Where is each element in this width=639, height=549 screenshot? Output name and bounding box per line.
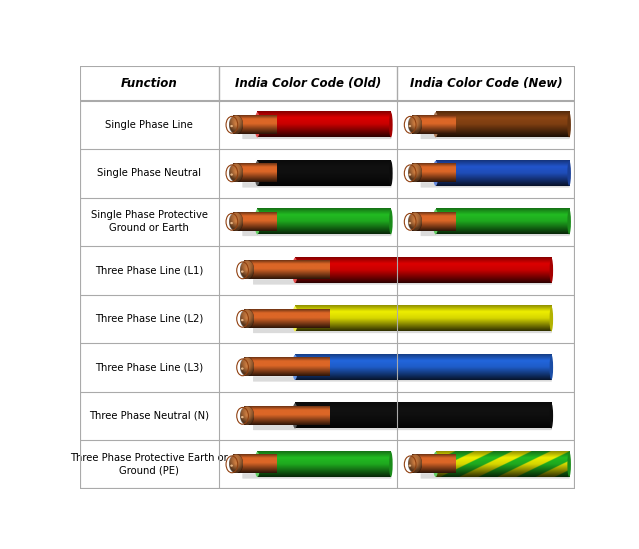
Ellipse shape: [230, 464, 233, 467]
Text: Three Phase Line (L2): Three Phase Line (L2): [95, 314, 203, 324]
FancyBboxPatch shape: [420, 473, 569, 479]
Ellipse shape: [241, 416, 243, 418]
FancyBboxPatch shape: [420, 182, 569, 188]
Ellipse shape: [230, 222, 233, 224]
Ellipse shape: [408, 464, 412, 467]
Ellipse shape: [567, 452, 571, 477]
Ellipse shape: [389, 209, 392, 234]
Ellipse shape: [293, 306, 298, 332]
Ellipse shape: [293, 257, 298, 283]
Ellipse shape: [550, 257, 553, 283]
Ellipse shape: [550, 306, 553, 332]
Ellipse shape: [433, 209, 438, 234]
Ellipse shape: [389, 112, 392, 137]
Ellipse shape: [255, 452, 260, 477]
FancyBboxPatch shape: [242, 473, 391, 479]
Ellipse shape: [567, 209, 571, 234]
FancyBboxPatch shape: [253, 279, 552, 284]
Ellipse shape: [241, 367, 243, 369]
FancyBboxPatch shape: [253, 376, 552, 382]
Ellipse shape: [389, 452, 392, 477]
Text: Single Phase Line: Single Phase Line: [105, 120, 193, 130]
Text: Function: Function: [121, 77, 178, 89]
FancyBboxPatch shape: [242, 182, 391, 188]
Ellipse shape: [408, 222, 412, 224]
Ellipse shape: [408, 173, 412, 176]
Ellipse shape: [230, 125, 233, 127]
Text: Single Phase Protective
Ground or Earth: Single Phase Protective Ground or Earth: [91, 210, 208, 233]
Text: Three Phase Protective Earth or
Ground (PE): Three Phase Protective Earth or Ground (…: [70, 453, 228, 476]
Ellipse shape: [255, 112, 260, 137]
Ellipse shape: [255, 161, 260, 186]
Text: Three Phase Line (L1): Three Phase Line (L1): [95, 265, 203, 275]
Ellipse shape: [567, 161, 571, 186]
Ellipse shape: [550, 403, 553, 428]
Text: Single Phase Neutral: Single Phase Neutral: [97, 169, 201, 178]
Ellipse shape: [433, 452, 438, 477]
Text: India Color Code (Old): India Color Code (Old): [235, 77, 381, 89]
Ellipse shape: [293, 403, 298, 428]
Ellipse shape: [550, 355, 553, 380]
Ellipse shape: [241, 319, 243, 321]
FancyBboxPatch shape: [80, 66, 575, 489]
Ellipse shape: [433, 161, 438, 186]
Ellipse shape: [293, 355, 298, 380]
Ellipse shape: [241, 271, 243, 273]
FancyBboxPatch shape: [420, 134, 569, 139]
Ellipse shape: [408, 125, 412, 127]
FancyBboxPatch shape: [420, 231, 569, 236]
Ellipse shape: [567, 112, 571, 137]
FancyBboxPatch shape: [253, 328, 552, 333]
Text: India Color Code (New): India Color Code (New): [410, 77, 562, 89]
FancyBboxPatch shape: [242, 231, 391, 236]
FancyBboxPatch shape: [80, 66, 575, 100]
Ellipse shape: [255, 209, 260, 234]
FancyBboxPatch shape: [253, 425, 552, 430]
Ellipse shape: [433, 112, 438, 137]
Text: Three Phase Line (L3): Three Phase Line (L3): [95, 362, 203, 372]
FancyBboxPatch shape: [242, 134, 391, 139]
Ellipse shape: [230, 173, 233, 176]
Text: Three Phase Neutral (N): Three Phase Neutral (N): [89, 411, 209, 421]
Ellipse shape: [389, 161, 392, 186]
